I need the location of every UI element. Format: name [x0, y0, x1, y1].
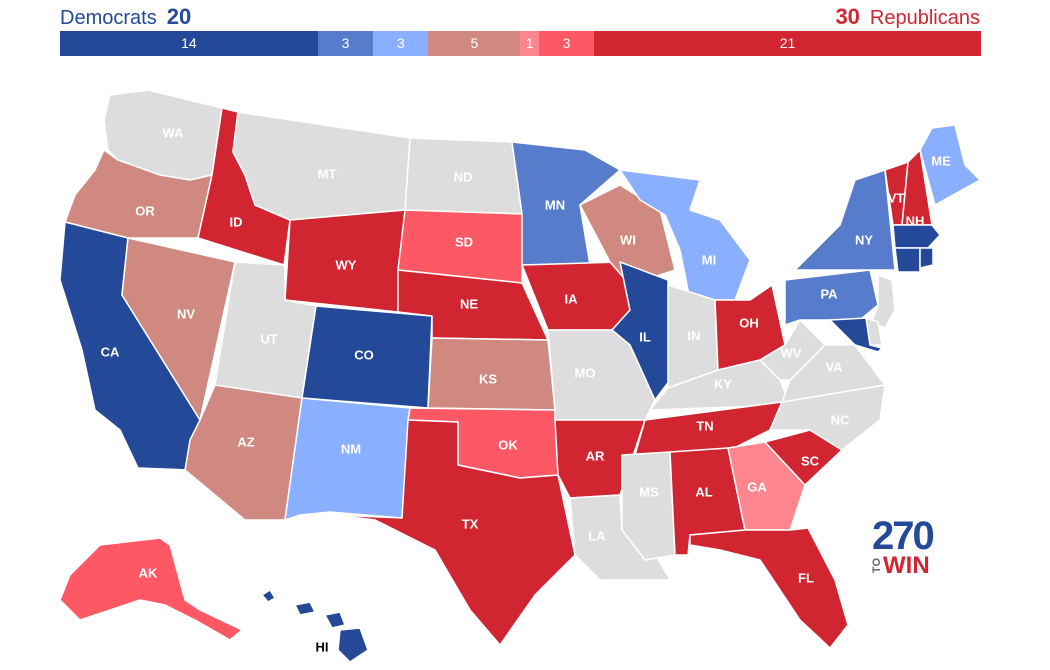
state-label-me: ME	[931, 153, 951, 168]
summary-bar-segment[interactable]: 21	[594, 31, 981, 56]
state-label-ak: AK	[139, 565, 158, 580]
state-label-nc: NC	[831, 412, 850, 427]
state-label-ia: IA	[565, 291, 579, 306]
state-label-mi: MI	[702, 252, 716, 267]
state-label-wy: WY	[336, 257, 357, 272]
state-label-az: AZ	[237, 434, 254, 449]
state-mn[interactable]	[511, 141, 621, 266]
state-label-va: VA	[825, 359, 843, 374]
state-label-nv: NV	[177, 306, 195, 321]
logo-270-text: 270	[872, 514, 935, 558]
summary-bar-segment[interactable]: 3	[317, 31, 374, 56]
state-hi[interactable]	[261, 589, 369, 663]
logo-win-text: WIN	[883, 552, 930, 579]
state-label-ca: CA	[101, 344, 120, 359]
governor-ratings-summary-bar: 14 3 3 5 1 3 21	[60, 31, 981, 56]
state-ak[interactable]	[59, 537, 243, 641]
state-label-wi: WI	[620, 232, 636, 247]
state-ct[interactable]	[894, 247, 921, 273]
logo-to-text: TO	[871, 558, 883, 574]
state-label-wa: WA	[163, 125, 185, 140]
state-label-ga: GA	[747, 479, 767, 494]
state-label-in: IN	[688, 328, 701, 343]
state-label-nd: ND	[454, 169, 473, 184]
republicans-label: Republicans	[869, 7, 980, 29]
state-label-mt: MT	[318, 166, 337, 181]
state-label-hi: HI	[316, 639, 329, 654]
state-md[interactable]	[829, 317, 883, 353]
state-wi[interactable]	[579, 184, 676, 286]
state-nm[interactable]	[284, 397, 411, 521]
state-label-ok: OK	[498, 437, 518, 452]
state-ma[interactable]	[892, 224, 941, 249]
summary-bar-segment[interactable]: 3	[538, 31, 595, 56]
state-label-or: OR	[135, 203, 155, 218]
democrats-header: Democrats 20	[60, 4, 191, 30]
state-label-ne: NE	[460, 296, 478, 311]
state-label-al: AL	[695, 484, 712, 499]
state-label-ny: NY	[855, 232, 873, 247]
state-label-wv: WV	[781, 345, 802, 360]
state-label-il: IL	[639, 329, 651, 344]
state-tn[interactable]	[634, 401, 783, 456]
state-label-sd: SD	[455, 234, 473, 249]
state-label-ks: KS	[479, 371, 497, 386]
summary-bar-segment[interactable]: 1	[520, 31, 539, 56]
state-label-nh: NH	[906, 213, 925, 228]
state-label-ut: UT	[260, 331, 277, 346]
state-label-mo: MO	[575, 365, 596, 380]
state-ny[interactable]	[794, 169, 896, 271]
state-label-tx: TX	[462, 516, 479, 531]
state-label-fl: FL	[798, 570, 814, 585]
state-me[interactable]	[919, 124, 981, 206]
state-label-la: LA	[588, 528, 606, 543]
state-label-id: ID	[230, 214, 243, 229]
republicans-total: 30	[835, 4, 860, 29]
state-label-tn: TN	[696, 418, 713, 433]
state-ri[interactable]	[919, 247, 934, 269]
democrats-total: 20	[166, 4, 192, 29]
state-label-nm: NM	[341, 441, 361, 456]
state-tx[interactable]	[334, 419, 576, 646]
state-label-ky: KY	[714, 376, 732, 391]
state-label-sc: SC	[801, 453, 820, 468]
270towin-logo[interactable]: 270 TO WIN	[871, 514, 942, 579]
state-va[interactable]	[781, 344, 886, 403]
state-label-mn: MN	[545, 197, 565, 212]
state-ms[interactable]	[621, 451, 676, 561]
state-ga[interactable]	[727, 441, 806, 531]
state-label-ar: AR	[586, 448, 605, 463]
state-label-pa: PA	[820, 286, 838, 301]
summary-bar-segment[interactable]: 14	[60, 31, 318, 56]
state-fl[interactable]	[689, 527, 849, 649]
democrats-label: Democrats	[60, 7, 157, 29]
summary-bar-segment[interactable]: 5	[428, 31, 521, 56]
state-wv[interactable]	[759, 319, 826, 381]
state-label-oh: OH	[739, 315, 759, 330]
state-nj[interactable]	[871, 274, 896, 329]
summary-bar-segment[interactable]: 3	[373, 31, 429, 56]
state-label-vt: VT	[888, 190, 905, 205]
state-label-ms: MS	[639, 484, 659, 499]
republicans-header: 30 Republicans	[835, 4, 980, 30]
state-label-co: CO	[354, 347, 374, 362]
